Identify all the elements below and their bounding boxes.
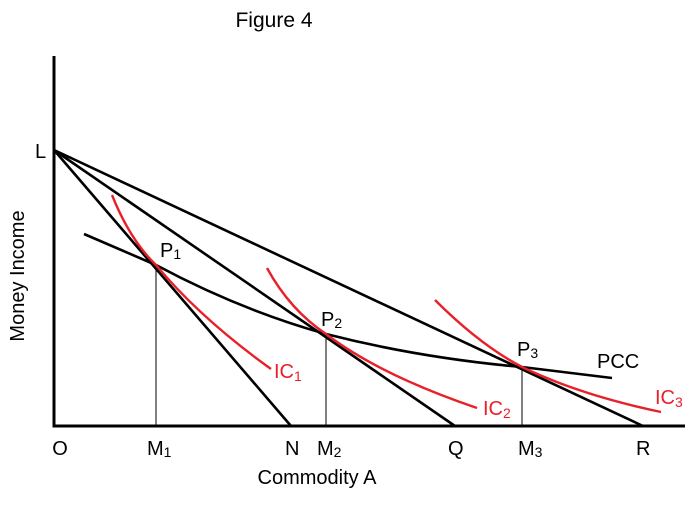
label-origin: O (52, 438, 68, 460)
label-l: L (35, 141, 46, 163)
label-r: R (636, 438, 650, 460)
budget-line-lr (53, 148, 644, 428)
label-m3: M3 (518, 438, 543, 460)
x-axis-label: Commodity A (258, 467, 378, 489)
label-n: N (285, 438, 299, 460)
indifference-curve-3 (434, 299, 662, 414)
budget-line-lq (53, 148, 456, 428)
label-pcc: PCC (597, 351, 639, 373)
label-p1: P1 (160, 240, 181, 262)
figure-title: Figure 4 (235, 9, 312, 32)
indifference-curve-1 (110, 194, 272, 370)
label-p3: P3 (517, 339, 538, 361)
label-m2: M2 (317, 438, 342, 460)
label-m1: M1 (147, 438, 172, 460)
indifference-curve-2 (265, 267, 478, 410)
label-ic2: IC2 (483, 398, 511, 421)
budget-line-ln (53, 149, 292, 427)
label-p2: P2 (321, 309, 342, 331)
label-ic1: IC1 (274, 361, 302, 384)
label-q: Q (448, 438, 464, 460)
label-ic3: IC3 (655, 387, 683, 410)
y-axis-label: Money Income (7, 210, 29, 341)
